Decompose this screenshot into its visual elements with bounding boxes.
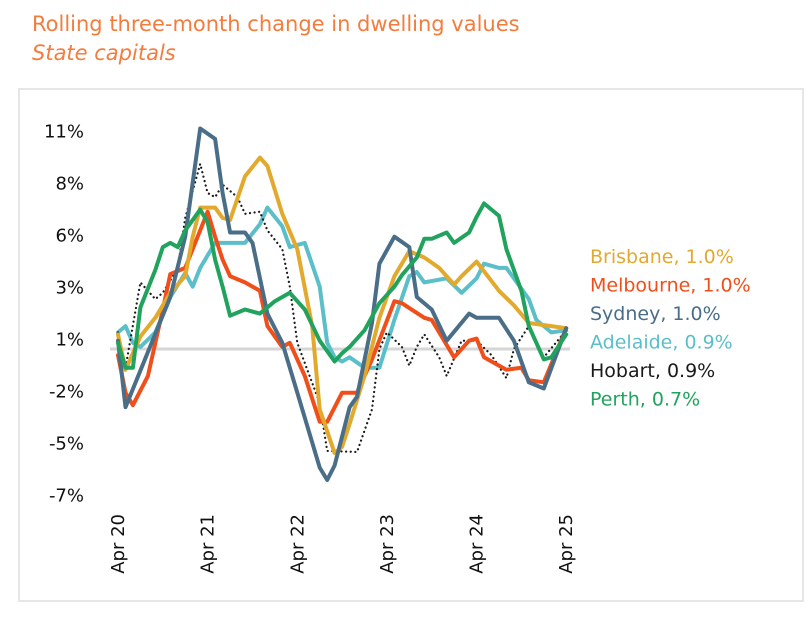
y-tick-label: 8% <box>55 174 84 195</box>
y-tick-label: -5% <box>49 434 84 455</box>
legend-item-brisbane: Brisbane, 1.0% <box>590 246 734 268</box>
chart-frame <box>18 88 804 602</box>
chart-subtitle: State capitals <box>32 41 176 65</box>
legend-item-melbourne: Melbourne, 1.0% <box>590 275 751 297</box>
y-axis: 11% 8% 6% 3% 1% -2% -5% -7% <box>44 122 84 507</box>
x-tick-label: Apr 22 <box>287 514 308 574</box>
legend: Brisbane, 1.0% Melbourne, 1.0% Sydney, 1.0… <box>590 246 751 411</box>
legend-item-sydney: Sydney, 1.0% <box>590 303 721 325</box>
x-tick-label: Apr 21 <box>198 514 219 574</box>
x-tick-label: Apr 24 <box>467 514 488 574</box>
series-line-sydney <box>116 126 569 482</box>
y-tick-label: 11% <box>44 122 84 143</box>
series-line-brisbane <box>116 155 569 455</box>
series-line-perth <box>116 201 569 370</box>
x-tick-label: Apr 20 <box>108 514 129 574</box>
legend-item-adelaide: Adelaide, 0.9% <box>590 332 733 354</box>
series-line-melbourne <box>116 209 569 424</box>
legend-item-hobart: Hobart, 0.9% <box>590 360 715 382</box>
y-tick-label: -7% <box>49 486 84 507</box>
series-line-hobart <box>116 162 568 454</box>
chart-title: Rolling three-month change in dwelling v… <box>32 12 520 36</box>
y-tick-label: 6% <box>55 226 84 247</box>
x-tick-label: Apr 23 <box>377 514 398 574</box>
x-tick-label: Apr 25 <box>556 514 577 574</box>
legend-item-perth: Perth, 0.7% <box>590 389 700 411</box>
series-lines <box>116 126 569 482</box>
x-axis: Apr 20 Apr 21 Apr 22 Apr 23 Apr 24 Apr 25 <box>108 514 577 574</box>
y-tick-label: -2% <box>49 382 84 403</box>
y-tick-label: 1% <box>55 330 84 351</box>
y-tick-label: 3% <box>55 278 84 299</box>
